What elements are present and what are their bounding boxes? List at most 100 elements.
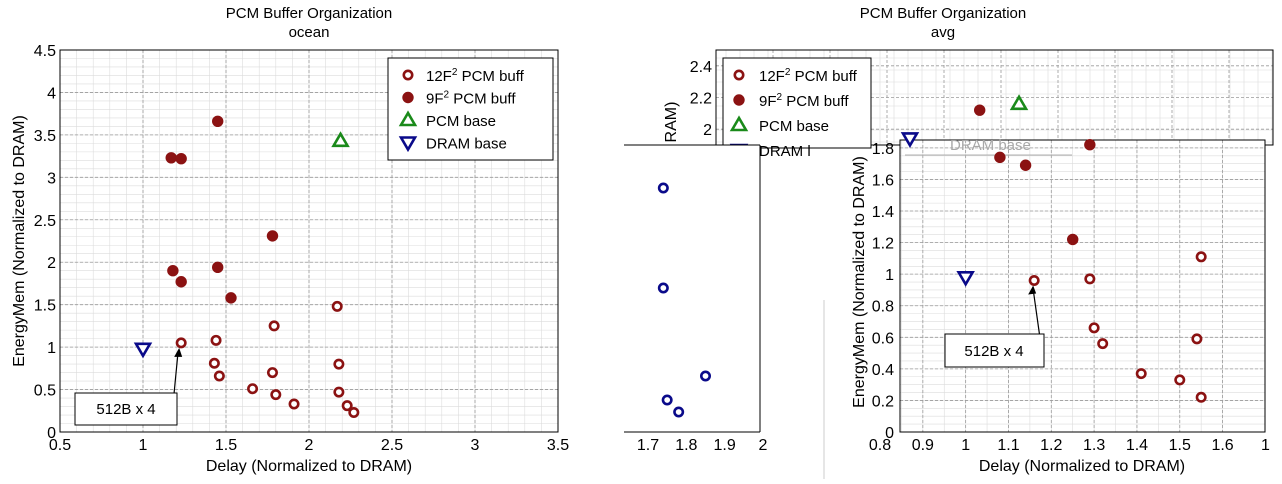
data-point (699, 370, 711, 382)
y-tick-label: 0.6 (872, 330, 894, 347)
chart-title: PCM Buffer Organization (860, 5, 1026, 22)
data-point (266, 230, 279, 242)
data-point (1088, 322, 1100, 334)
legend-label: 12F2 PCM buff (426, 67, 525, 85)
y-tick-label: 3 (47, 170, 56, 187)
y-tick-label: 3.5 (34, 128, 56, 145)
x-tick-label: 1.3 (1083, 437, 1105, 454)
plot-area (900, 140, 1265, 432)
data-point (247, 383, 259, 395)
y-tick-label: 0.5 (34, 383, 56, 400)
data-point (956, 271, 975, 287)
y-axis-label: EnergyMem (Normalized to DRAM) (851, 156, 868, 408)
y-tick-label: 1 (885, 267, 894, 284)
y-tick-label: 2.5 (34, 213, 56, 230)
legend-label: 12F2 PCM buff (759, 67, 858, 85)
x-tick-label: 1 (139, 437, 148, 454)
data-point (661, 394, 673, 406)
data-point (331, 300, 343, 312)
annotation-arrow (173, 350, 179, 395)
x-tick-label: 1.6 (1211, 437, 1233, 454)
plot-area (624, 145, 760, 432)
legend-label: PCM base (426, 113, 496, 130)
data-point (175, 276, 187, 288)
data-point (266, 367, 278, 379)
data-point (657, 182, 669, 194)
data-point (167, 265, 179, 277)
legend-marker (398, 136, 418, 153)
chart-subtitle: ocean (289, 24, 330, 41)
data-point (900, 132, 920, 149)
y-tick-label: 2.2 (690, 91, 712, 108)
data-point (333, 358, 345, 370)
data-point (208, 357, 220, 369)
legend-label: PCM base (759, 118, 829, 135)
y-tick-label: 4 (47, 85, 56, 102)
annotation-arrow (1032, 289, 1041, 339)
legend-label: 9F2 PCM buff (759, 92, 849, 110)
y-tick-label: 2 (47, 255, 56, 272)
data-point (210, 334, 222, 346)
chart-subtitle: avg (931, 24, 955, 41)
data-point (1174, 374, 1186, 386)
annotation-text: 512B x 4 (964, 343, 1023, 360)
legend-marker (402, 91, 414, 104)
data-point (331, 131, 350, 148)
y-tick-label: 1.2 (872, 236, 894, 253)
legend-label-faded: DRAM base (950, 137, 1031, 154)
y-tick-label: 1.5 (34, 298, 56, 315)
data-point (268, 320, 280, 332)
legend-label: DRAM base (426, 136, 507, 153)
data-point (1195, 391, 1207, 403)
data-point (212, 261, 224, 274)
y-tick-label: 0 (885, 425, 894, 442)
chart-avg-top: 2 2.2 2.4 PCM Buffer Organization avg RAM) 12F… (663, 5, 1274, 160)
x-tick-label: 1 (1261, 437, 1270, 454)
data-point (175, 337, 187, 349)
x-tick-label: 1.2 (1040, 437, 1062, 454)
data-point (673, 406, 685, 418)
x-tick-label: 0.5 (49, 437, 71, 454)
x-tick-label: 1.8 (675, 437, 697, 454)
y-tick-label: 4.5 (34, 43, 56, 60)
chart-middle-overlay: 1.7 1.8 1.9 2 (624, 144, 825, 479)
data-point (1084, 139, 1096, 151)
y-axis-label-partial: RAM) (663, 102, 680, 143)
data-point (212, 115, 224, 128)
legend-box (387, 57, 554, 161)
legend-marker (729, 115, 749, 132)
x-tick-label: 1 (961, 437, 970, 454)
x-axis-label: Delay (Normalized to DRAM) (206, 458, 412, 475)
data-point (1191, 333, 1203, 345)
data-point (994, 151, 1006, 164)
annotation-text: 512B x 4 (96, 401, 155, 418)
legend-marker (733, 69, 745, 81)
x-tick-label: 1.7 (637, 437, 659, 454)
data-point (1097, 338, 1109, 350)
data-point (225, 292, 237, 304)
legend-marker (398, 110, 418, 127)
data-point (1028, 274, 1040, 286)
x-tick-label: 2.5 (381, 437, 403, 454)
y-tick-label: 0.4 (872, 362, 894, 379)
data-point (973, 104, 986, 116)
x-tick-label: 2 (305, 437, 314, 454)
annotation-arrowhead (174, 347, 183, 357)
data-point (657, 282, 669, 294)
legend-label: 9F2 PCM buff (426, 90, 516, 108)
data-point (1019, 159, 1032, 171)
data-point (1067, 233, 1079, 246)
legend-marker (733, 94, 745, 106)
data-point (175, 152, 187, 165)
data-point (213, 370, 225, 382)
legend-box (722, 57, 872, 149)
axes-frame (899, 139, 1266, 433)
y-tick-label: 0.2 (872, 393, 894, 410)
x-tick-label: 0.8 (869, 437, 891, 454)
data-point (348, 406, 360, 418)
y-tick-label: 2.4 (690, 59, 712, 76)
legend-label: DRAM l (759, 143, 811, 160)
